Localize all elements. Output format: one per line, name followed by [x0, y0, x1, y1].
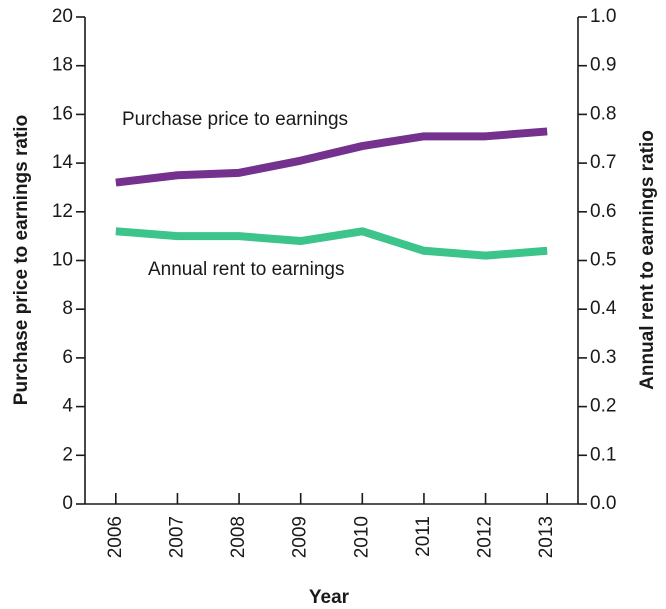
y-axis-title: Purchase price to earnings ratio: [11, 115, 32, 405]
x-tick-label: 2007: [166, 516, 187, 558]
y-tick-label: 2: [62, 444, 73, 465]
x-tick-label: 2013: [536, 516, 557, 558]
y-tick-label: 12: [52, 201, 73, 222]
y2-tick-label: 0.9: [590, 55, 616, 76]
y-tick-label: 18: [52, 55, 73, 76]
x-axis-title: Year: [309, 587, 350, 608]
x-tick-label: 2009: [290, 516, 311, 558]
y2-tick-label: 0.8: [590, 103, 616, 124]
y2-axis-title: Annual rent to earnings ratio: [637, 130, 658, 390]
y-tick-label: 10: [52, 250, 73, 271]
y2-tick-label: 1.0: [590, 6, 616, 27]
y2-tick-label: 0.5: [590, 250, 616, 271]
series-label: Purchase price to earnings: [122, 109, 348, 130]
y-tick-label: 20: [52, 6, 73, 27]
x-tick-label: 2011: [413, 516, 434, 557]
y2-tick-label: 0.4: [590, 298, 617, 319]
series-line: [115, 227, 548, 260]
series-line: [115, 127, 548, 187]
x-tick-label: 2010: [351, 516, 372, 558]
y2-tick-label: 0.6: [590, 201, 616, 222]
y-tick-label: 14: [52, 152, 74, 173]
y-tick-label: 4: [62, 396, 73, 417]
y2-tick-label: 0.7: [590, 152, 616, 173]
y2-tick-label: 0.1: [590, 444, 616, 465]
y-tick-label: 8: [62, 298, 73, 319]
series-label: Annual rent to earnings: [148, 259, 344, 280]
x-tick-label: 2008: [228, 516, 249, 558]
y-tick-label: 6: [62, 347, 73, 368]
y2-tick-label: 0.2: [590, 396, 616, 417]
y2-tick-label: 0.3: [590, 347, 616, 368]
x-tick-label: 2012: [475, 516, 496, 558]
x-tick-label: 2006: [105, 516, 126, 558]
y-tick-label: 16: [52, 103, 73, 124]
y2-tick-label: 0.0: [590, 493, 616, 514]
y-tick-label: 0: [62, 493, 73, 514]
